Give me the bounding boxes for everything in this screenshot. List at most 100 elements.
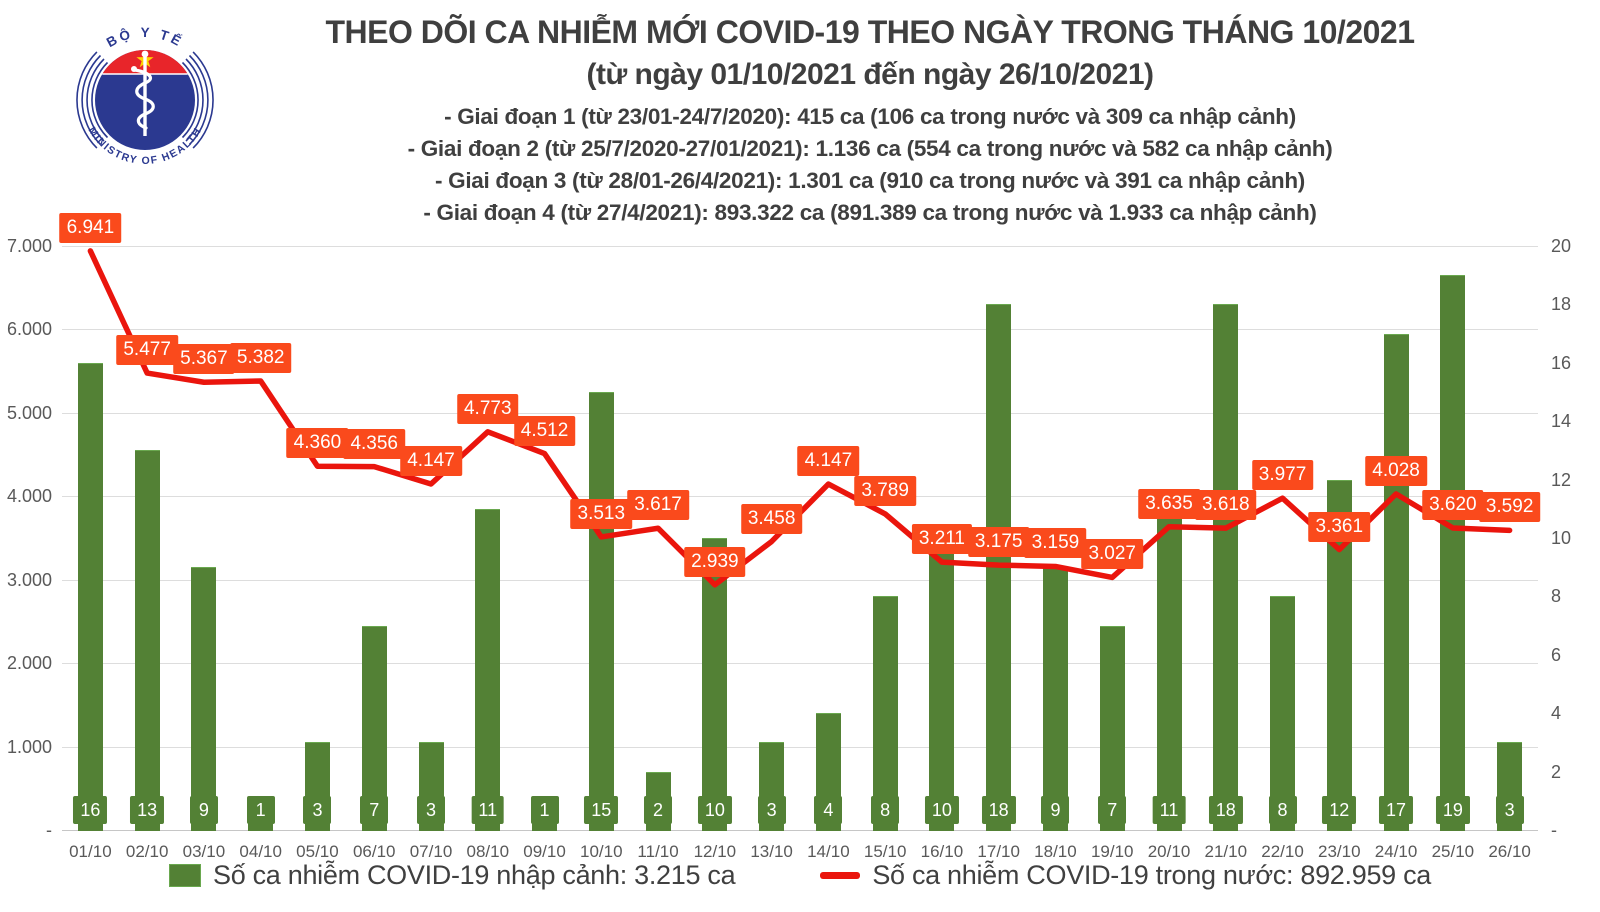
legend-item-domestic: Số ca nhiễm COVID-19 trong nước: 892.959… [820, 860, 1431, 891]
x-axis-label: 13/10 [750, 842, 793, 861]
bar-value-label: 11 [1152, 796, 1186, 824]
x-axis-label: 07/10 [409, 842, 453, 861]
bar [872, 596, 898, 831]
header: THEO DÕI CA NHIỄM MỚI COVID-19 THEO NGÀY… [150, 14, 1590, 229]
x-axis-label: 02/10 [125, 842, 169, 861]
x-axis-label: 15/10 [863, 842, 907, 861]
bar-value-label: 19 [1435, 796, 1470, 824]
legend: Số ca nhiễm COVID-19 nhập cảnh: 3.215 ca… [0, 860, 1600, 891]
x-axis-label: 03/10 [182, 842, 226, 861]
bar-value-label: 3 [303, 796, 332, 824]
x-axis-label: 06/10 [352, 842, 396, 861]
phase-line-3: - Giai đoạn 3 (từ 28/01-26/4/2021): 1.30… [434, 168, 1305, 193]
bar-value-label: 11 [471, 796, 505, 824]
bar-value-label: 1 [530, 796, 559, 824]
bar-value-label: 16 [73, 796, 108, 824]
line-point-label: 3.592 [1478, 492, 1541, 523]
bar [191, 567, 217, 831]
right-axis-tick-label: 16 [1551, 352, 1572, 373]
right-axis-tick-label: 20 [1551, 236, 1572, 256]
x-axis-label: 14/10 [807, 842, 850, 861]
gridline [62, 746, 1538, 748]
bar-value-label: 9 [189, 796, 218, 824]
line-point-label: 5.477 [116, 335, 178, 366]
bar-value-label: 9 [1041, 796, 1070, 824]
bar [1270, 596, 1296, 831]
line-point-label: 3.458 [740, 503, 803, 534]
phase-line-4: - Giai đoạn 4 (từ 27/4/2021): 893.322 ca… [423, 200, 1317, 225]
gridline [62, 329, 1538, 331]
gridline [62, 663, 1538, 665]
x-axis-label: 08/10 [466, 842, 510, 861]
legend-imported-label: Số ca nhiễm COVID-19 nhập cảnh: 3.215 ca [212, 860, 736, 890]
left-axis-tick-label: 3.000 [6, 569, 52, 590]
right-axis-tick-label: 2 [1551, 761, 1562, 782]
left-axis-tick-label: 4.000 [6, 486, 52, 507]
gridline [62, 496, 1538, 498]
bar-value-label: 1 [246, 796, 275, 824]
line-point-label: 4.512 [513, 415, 576, 446]
gridline [62, 246, 1538, 247]
x-axis-label: 16/10 [920, 842, 964, 861]
x-axis-line [62, 830, 1538, 831]
line-point-label: 3.513 [570, 498, 633, 529]
line-point-label: 3.620 [1422, 489, 1484, 520]
right-axis-zero-label: - [1551, 820, 1557, 840]
bar-value-label: 3 [1495, 796, 1524, 824]
left-axis-tick-label: 6.000 [6, 319, 52, 340]
bar-value-label: 7 [1098, 796, 1127, 824]
line-point-label: 3.789 [854, 475, 916, 506]
line-point-label: 2.939 [684, 546, 746, 577]
x-axis-label: 19/10 [1090, 842, 1134, 861]
chart-title: THEO DÕI CA NHIỄM MỚI COVID-19 THEO NGÀY… [325, 14, 1415, 50]
line-point-label: 4.147 [797, 446, 860, 477]
right-axis-tick-label: 18 [1551, 294, 1572, 315]
bar-value-label: 7 [360, 796, 389, 824]
bar [1440, 275, 1466, 831]
right-axis-tick-label: 10 [1551, 528, 1572, 548]
left-axis-tick-label: 5.000 [6, 402, 52, 423]
right-axis-tick-label: 8 [1551, 586, 1562, 607]
x-axis-label: 11/10 [637, 842, 679, 861]
bar [1042, 567, 1068, 831]
bar-value-label: 18 [981, 796, 1016, 824]
line-point-label: 3.977 [1251, 460, 1314, 491]
x-axis-label: 18/10 [1034, 842, 1077, 861]
left-axis-tick-label: 7.000 [6, 236, 52, 256]
bar [1383, 333, 1409, 831]
line-point-label: 5.382 [229, 342, 292, 373]
x-axis-label: 25/10 [1431, 842, 1475, 861]
bar [588, 392, 614, 831]
bar-value-label: 3 [417, 796, 445, 824]
line-point-label: 3.361 [1308, 511, 1371, 542]
line-point-label: 4.147 [400, 446, 462, 477]
bar [475, 508, 501, 831]
bar [929, 538, 955, 831]
line-point-label: 3.211 [911, 524, 972, 555]
bar-value-label: 15 [584, 796, 619, 824]
phase-line-2: - Giai đoạn 2 (từ 25/7/2020-27/01/2021):… [407, 136, 1333, 161]
line-point-label: 4.028 [1365, 455, 1427, 486]
bar-value-label: 4 [814, 796, 843, 824]
x-axis-label: 10/10 [580, 842, 623, 861]
line-point-label: 3.175 [967, 527, 1030, 558]
bar-value-label: 8 [871, 796, 900, 824]
x-axis-label: 04/10 [239, 842, 282, 861]
left-axis-zero-label: - [46, 820, 52, 840]
bar-value-label: 12 [1322, 796, 1357, 824]
legend-bar-swatch-icon [168, 864, 201, 887]
line-point-label: 6.941 [59, 212, 122, 243]
right-axis-tick-label: 14 [1551, 411, 1572, 432]
x-axis-label: 09/10 [523, 842, 566, 861]
gridline [62, 579, 1538, 581]
phase-summary: - Giai đoạn 1 (từ 23/01-24/7/2020): 415 … [150, 101, 1590, 229]
x-axis-label: 26/10 [1488, 842, 1531, 861]
bar-value-label: 10 [924, 796, 959, 824]
left-axis-tick-label: 2.000 [6, 653, 52, 674]
bar-value-label: 3 [757, 796, 786, 824]
line-point-label: 4.356 [343, 428, 405, 459]
bar-value-label: 13 [130, 796, 165, 824]
line-point-label: 3.617 [627, 490, 689, 521]
bar [1156, 508, 1182, 831]
